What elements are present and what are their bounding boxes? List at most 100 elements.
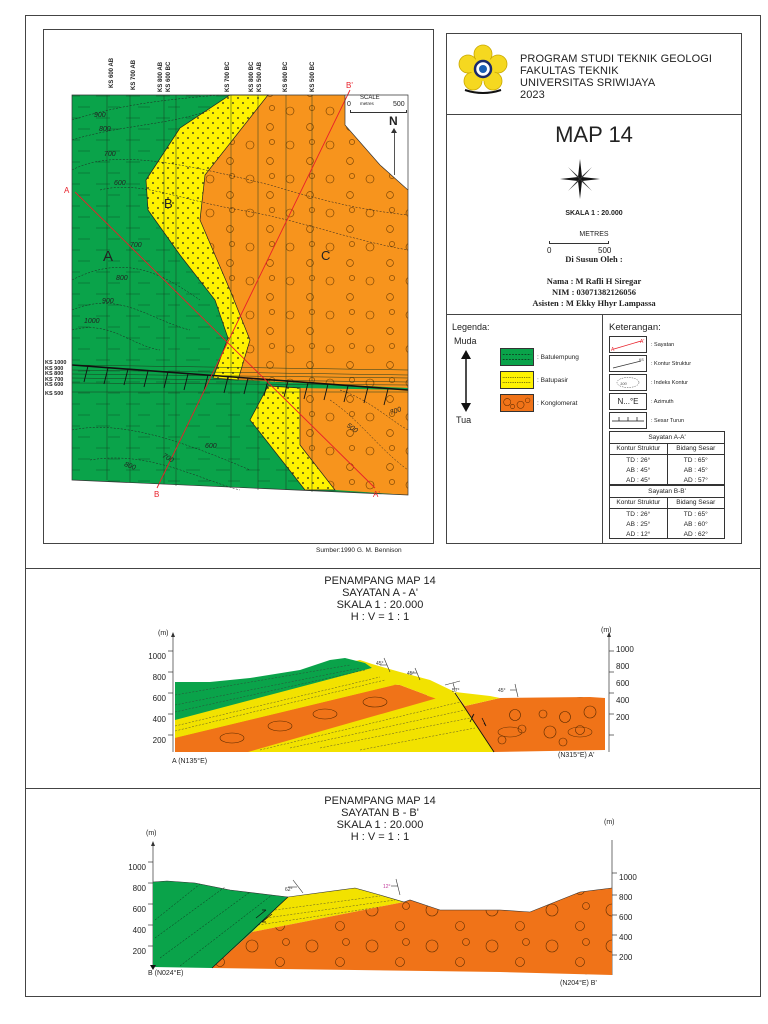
geologic-map (71, 89, 409, 496)
section-subtitle: SAYATAN B - B' (341, 807, 419, 819)
tick-label: 400 (616, 696, 630, 705)
section-ratio: H : V = 1 : 1 (350, 831, 410, 843)
axis-ticks-left: 1000 800 600 400 200 (138, 646, 166, 751)
dip-label: 45° (498, 688, 506, 694)
table-header: Bidang Sesar (667, 444, 724, 455)
tick-label: 200 (132, 947, 146, 956)
tick-label: 200 (619, 953, 633, 962)
ks-label: KS 800 (45, 371, 64, 377)
tick-label: 1000 (616, 645, 634, 654)
legend-title: Legenda: (452, 322, 490, 332)
keterangan-item-kontur-struktur: KS : Kontur Struktur (609, 355, 691, 372)
tick-label: 600 (152, 694, 166, 703)
table-title: Sayatan B-B' (610, 486, 724, 498)
section-scale: SKALA 1 : 20.000 (336, 599, 424, 611)
contour-label: 900 (102, 298, 114, 305)
section-start-label: B (N024°E) (148, 970, 184, 977)
tick-label: 800 (132, 884, 146, 893)
legend-label: : Konglomerat (537, 399, 578, 407)
keterangan-label: : Sayatan (651, 341, 675, 348)
tick-label: 600 (132, 905, 146, 914)
section-end-b-prime: B' (346, 81, 353, 90)
map-title: MAP 14 (555, 122, 633, 147)
cross-section-bb: 62° 12° (148, 840, 617, 975)
cross-section-aa: 45° 45° 57° 45° (168, 632, 614, 753)
section-ratio: H : V = 1 : 1 (350, 611, 410, 623)
scale-end: 500 (393, 101, 405, 108)
legend-items: : Batulempung : Batupasir : Konglomerat (500, 348, 600, 418)
table-cell: AB : 45° (626, 467, 651, 474)
geologic-map-frame (43, 29, 434, 544)
tick-label: 200 (616, 713, 630, 722)
legend-item-konglomerat: : Konglomerat (500, 394, 577, 412)
table-header: Kontur Struktur (610, 498, 667, 509)
batulempung-swatch-icon (500, 348, 534, 366)
keterangan-label: : Kontur Struktur (651, 360, 692, 367)
section-end-b: B (154, 490, 160, 499)
keterangan-label: : Sesar Turun (651, 417, 685, 424)
table-cell: AD : 45° (626, 477, 651, 484)
tick-label: 1000 (619, 873, 637, 882)
tick-label: 200 (152, 736, 166, 745)
tick-label: 800 (619, 893, 633, 902)
unit-label-a: A (103, 248, 114, 265)
keterangan-label: : Azimuth (651, 398, 674, 405)
svg-text:KS: KS (639, 358, 644, 362)
keterangan-item-indeks-kontur: 100 : Indeks Kontur (609, 374, 688, 391)
normal-fault-icon (609, 412, 647, 429)
north-arrow-icon (394, 130, 395, 175)
ks-label: KS 900 (45, 365, 64, 372)
keterangan-item-azimuth: N...°E : Azimuth (609, 393, 674, 410)
section-scale: SKALA 1 : 20.000 (336, 819, 424, 831)
section-bb-heading: PENAMPANG MAP 14 SAYATAN B - B' SKALA 1 … (225, 795, 535, 843)
compass-rose-icon (560, 159, 600, 199)
scale-title: SCALE (360, 95, 380, 101)
map-scale-text: SKALA 1 : 20.000 (565, 210, 623, 217)
batupasir-swatch-icon (500, 371, 534, 389)
contour-label: 600 (205, 443, 217, 450)
table-header: Kontur Struktur (610, 444, 667, 455)
konglomerat-swatch-icon (500, 394, 534, 412)
legend-old: Tua (456, 415, 472, 425)
ks-label: KS 600 (45, 382, 64, 388)
legend-item-batulempung: : Batulempung (500, 348, 579, 366)
tick-label: 1000 (148, 652, 166, 661)
scalebar-start: 0 (547, 246, 552, 255)
dip-label: 62° (285, 887, 293, 893)
keterangan-label: : Indeks Kontur (651, 379, 688, 386)
svg-text:A': A' (640, 339, 644, 345)
axis-unit-left: (m) (146, 830, 157, 837)
section-end-label: (N315°E) A' (558, 752, 595, 759)
tick-label: 400 (619, 933, 633, 942)
table-cell: AB : 25° (626, 521, 651, 528)
axis-ticks-left: 1000 800 600 400 200 (118, 857, 146, 962)
unit-label-c: C (321, 248, 331, 263)
section-subtitle: SAYATAN A - A' (342, 587, 418, 599)
legend-label: : Batupasir (537, 376, 569, 384)
table-cell: AD : 12° (626, 531, 651, 538)
university-name: UNIVERSITAS SRIWIJAYA (520, 77, 656, 89)
tick-label: 400 (132, 926, 146, 935)
author-name: Nama : M Rafli H Siregar (546, 276, 642, 286)
axis-unit-right: (m) (601, 627, 612, 634)
table-sayatan-aa: Sayatan A-A' Kontur Struktur TD : 26° AB… (609, 431, 725, 485)
keterangan-title: Keterangan: (609, 322, 661, 333)
dip-label: 57° (452, 688, 460, 694)
scalebar-end: 500 (598, 246, 612, 255)
dip-label: 45° (407, 671, 415, 677)
keterangan-item-sesar-turun: : Sesar Turun (609, 412, 684, 429)
table-cell: AD : 57° (683, 477, 708, 484)
table-cell: TD : 26° (626, 457, 651, 464)
ks-label: KS 700 (45, 376, 64, 383)
divider-line (602, 314, 603, 544)
svg-text:A: A (611, 347, 615, 353)
map-source: Sumber:1990 G. M. Bennison (316, 547, 402, 554)
year: 2023 (520, 89, 545, 101)
structure-contour-icon: KS (609, 355, 647, 372)
contour-label: 600 (114, 180, 126, 187)
table-cell: TD : 26° (626, 511, 651, 518)
divider-line (25, 568, 761, 569)
program-name: PROGRAM STUDI TEKNIK GEOLOGI (520, 53, 713, 65)
keterangan-item-sayatan: A A' : Sayatan (609, 336, 674, 353)
legend-label: : Batulempung (537, 353, 579, 361)
